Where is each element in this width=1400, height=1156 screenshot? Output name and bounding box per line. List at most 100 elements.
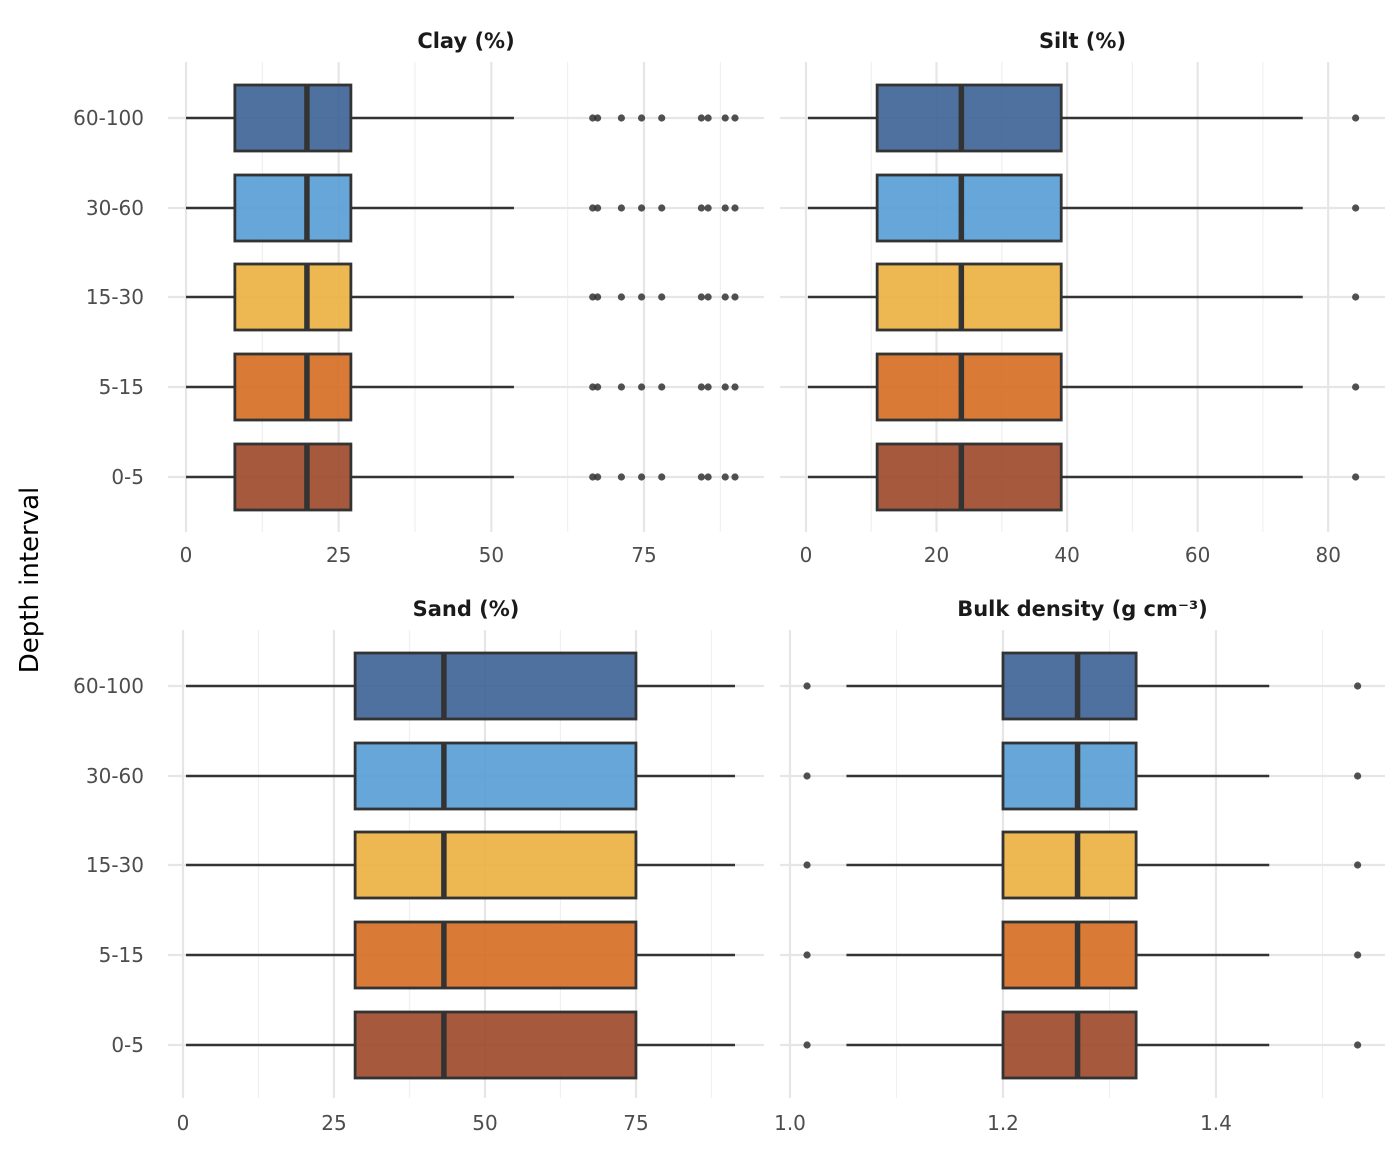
- x-tick-label: 75: [631, 543, 656, 567]
- box-iqr: [1001, 920, 1138, 990]
- x-tick-label: 0: [180, 543, 193, 567]
- outlier-point: [658, 204, 666, 212]
- y-tick-label: 5-15: [99, 375, 144, 399]
- outlier-point: [704, 204, 712, 212]
- outlier-point: [721, 114, 729, 122]
- panel-title: Bulk density (g cm⁻³): [957, 597, 1208, 621]
- outlier-point: [704, 293, 712, 301]
- box-60-100: [807, 83, 1360, 153]
- box-iqr: [233, 352, 353, 422]
- x-tick-label: 80: [1315, 543, 1340, 567]
- box-iqr: [353, 741, 638, 811]
- outlier-point: [731, 204, 739, 212]
- y-tick-label: 30-60: [86, 196, 144, 220]
- outlier-point: [803, 682, 811, 690]
- box-iqr: [1001, 1010, 1138, 1080]
- outlier-point: [1354, 1041, 1362, 1049]
- outlier-point: [704, 473, 712, 481]
- outlier-point: [721, 204, 729, 212]
- box-iqr: [353, 651, 638, 721]
- panel-title: Sand (%): [413, 597, 520, 621]
- box-30-60: [807, 173, 1360, 243]
- box-iqr: [353, 1010, 638, 1080]
- x-tick-label: 60: [1185, 543, 1210, 567]
- outlier-point: [721, 473, 729, 481]
- outlier-point: [637, 473, 646, 481]
- panel-bulk: 1.0 1.2 1.4 Bulk density (g cm⁻³): [774, 597, 1385, 1135]
- box-iqr: [1001, 741, 1138, 811]
- x-tick-label: 20: [924, 543, 949, 567]
- outlier-point: [803, 1041, 811, 1049]
- outlier-point: [593, 114, 602, 122]
- box-iqr: [233, 442, 353, 512]
- outlier-point: [697, 204, 706, 212]
- box-iqr: [233, 262, 353, 332]
- outlier-point: [1354, 772, 1362, 780]
- outlier-point: [697, 383, 706, 391]
- outlier-point: [593, 204, 602, 212]
- box-5-15: [186, 352, 739, 422]
- box-iqr: [1001, 830, 1138, 900]
- box-iqr: [875, 442, 1063, 512]
- box-30-60: [803, 741, 1362, 811]
- y-tick-label: 30-60: [86, 764, 144, 788]
- box-iqr: [875, 173, 1063, 243]
- box-5-15: [807, 352, 1360, 422]
- panel-title: Clay (%): [417, 29, 514, 53]
- outlier-point: [1352, 383, 1360, 391]
- x-tick-label: 0: [800, 543, 813, 567]
- outlier-point: [1352, 473, 1360, 481]
- outlier-point: [617, 114, 626, 122]
- outlier-point: [617, 473, 626, 481]
- outlier-point: [1354, 861, 1362, 869]
- outlier-point: [1352, 114, 1360, 122]
- outlier-point: [617, 204, 626, 212]
- outlier-point: [1354, 682, 1362, 690]
- x-tick-label: 40: [1054, 543, 1079, 567]
- y-tick-label: 15-30: [86, 285, 144, 309]
- box-iqr: [233, 173, 353, 243]
- outlier-point: [704, 114, 712, 122]
- box-iqr: [1001, 651, 1138, 721]
- box-60-100: [186, 83, 739, 153]
- outlier-point: [593, 383, 602, 391]
- x-tick-label: 0: [177, 1111, 190, 1135]
- x-tick-label: 50: [479, 543, 504, 567]
- x-tick-label: 1.0: [774, 1111, 806, 1135]
- outlier-point: [731, 383, 739, 391]
- outlier-point: [658, 383, 666, 391]
- outlier-point: [704, 383, 712, 391]
- box-15-30: [803, 830, 1362, 900]
- x-tick-label: 25: [321, 1111, 346, 1135]
- x-tick-label: 75: [623, 1111, 648, 1135]
- box-iqr: [875, 352, 1063, 422]
- outlier-point: [658, 114, 666, 122]
- x-tick-label: 50: [472, 1111, 497, 1135]
- outlier-point: [658, 293, 666, 301]
- outlier-point: [803, 772, 811, 780]
- outlier-point: [593, 293, 602, 301]
- box-iqr: [875, 83, 1063, 153]
- outlier-point: [803, 951, 811, 959]
- box-30-60: [185, 741, 736, 811]
- outlier-point: [637, 383, 646, 391]
- box-5-15: [185, 920, 736, 990]
- outlier-point: [637, 204, 646, 212]
- x-tick-label: 1.4: [1200, 1111, 1232, 1135]
- outlier-point: [697, 473, 706, 481]
- outlier-point: [803, 861, 811, 869]
- panel-title: Silt (%): [1039, 29, 1126, 53]
- y-tick-label: 60-100: [73, 674, 144, 698]
- outlier-point: [731, 114, 739, 122]
- panel-clay: 0 25 50 75 Clay (%) 60-100 30-60 15-30 5-15 0-5: [73, 29, 764, 567]
- panel-sand: 0 25 50 75 Sand (%) 60-100 30-60 15-30 5-15 0-5: [73, 597, 764, 1135]
- outlier-point: [617, 383, 626, 391]
- outlier-point: [637, 114, 646, 122]
- box-iqr: [233, 83, 353, 153]
- box-60-100: [185, 651, 736, 721]
- outlier-point: [593, 473, 602, 481]
- box-15-30: [185, 830, 736, 900]
- outlier-point: [1354, 951, 1362, 959]
- box-30-60: [186, 173, 739, 243]
